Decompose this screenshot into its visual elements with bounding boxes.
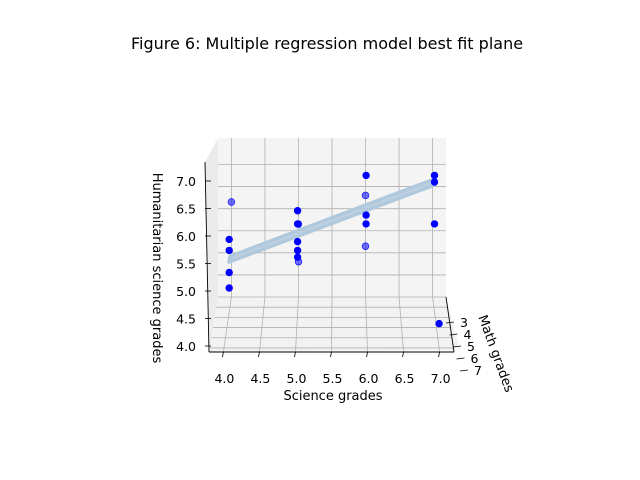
x-tick-mark [366,351,368,358]
x-tick-mark [330,351,332,358]
x-tick-mark [294,351,296,358]
y-tick-label: 4 [464,327,472,342]
x-tick-label: 4.5 [250,371,270,386]
z-tick-label: 6.0 [176,229,196,244]
x-tick-label: 5.5 [323,371,343,386]
grid-line-x-floor [331,296,333,353]
y-tick-mark [459,369,469,372]
tick-labels: 4.0 4.5 5.0 5.5 6.0 6.5 7.0 4.0 4.5 5.0 5.5 6.0 6.5 7… [176,174,482,386]
y-axis-label: Math grades [474,313,516,395]
data-point [293,207,302,215]
floor-pane [209,297,460,352]
x-tick-mark [222,351,224,358]
chart-title: Figure 6: Multiple regression model best… [131,34,523,53]
x-axis-label: Science grades [283,389,382,404]
y-tick-mark [456,357,465,360]
y-tick-label: 5 [467,339,475,354]
z-tick-label: 5.0 [176,284,196,299]
x-tick-label: 4.0 [214,371,234,386]
z-tick-label: 6.5 [176,202,196,217]
y-tick-mark [449,333,458,336]
x-tick-label: 7.0 [431,371,451,386]
z-axis-line [204,161,210,353]
grid-line-x-floor [259,296,266,353]
data-point [293,237,302,246]
z-axis-label: Humanitarian science grades [149,173,164,364]
grid-line-x-floor [295,296,299,353]
data-point [430,178,439,186]
grid-line-x-floor [365,296,368,353]
data-point [361,191,370,200]
x-tick-mark [438,351,440,358]
data-point [225,284,233,292]
data-points [225,171,443,328]
y-tick-mark [452,345,462,348]
data-point [362,220,370,228]
data-point [225,235,233,244]
data-point [435,319,443,328]
z-tick-label: 4.5 [176,312,196,327]
data-point [294,258,303,266]
y-tick-label: 6 [471,351,479,366]
data-point [362,211,370,219]
data-point [430,220,439,228]
x-tick-label: 6.5 [395,371,415,386]
x-tick-mark [402,351,404,358]
x-tick-mark [258,351,260,358]
data-point [225,268,233,277]
z-tick-label: 5.5 [176,257,196,272]
x-tick-label: 6.0 [359,371,379,386]
data-point [361,242,370,250]
y-tick-mark [445,321,455,324]
data-point [227,198,236,206]
data-point [294,220,303,228]
y-axis-line [445,296,455,353]
y-tick-label: 3 [460,315,468,330]
data-point [430,171,439,180]
grid-line-x-floor [223,296,232,353]
z-tick-label: 7.0 [176,174,196,189]
x-tick-label: 5.0 [287,371,307,386]
data-point [293,246,302,255]
z-tick-label: 4.0 [176,339,196,354]
grid-line-x-floor [398,296,404,353]
grid-lines [209,138,454,353]
data-point [362,171,370,180]
y-tick-label: 7 [474,363,482,378]
data-point [225,246,233,255]
